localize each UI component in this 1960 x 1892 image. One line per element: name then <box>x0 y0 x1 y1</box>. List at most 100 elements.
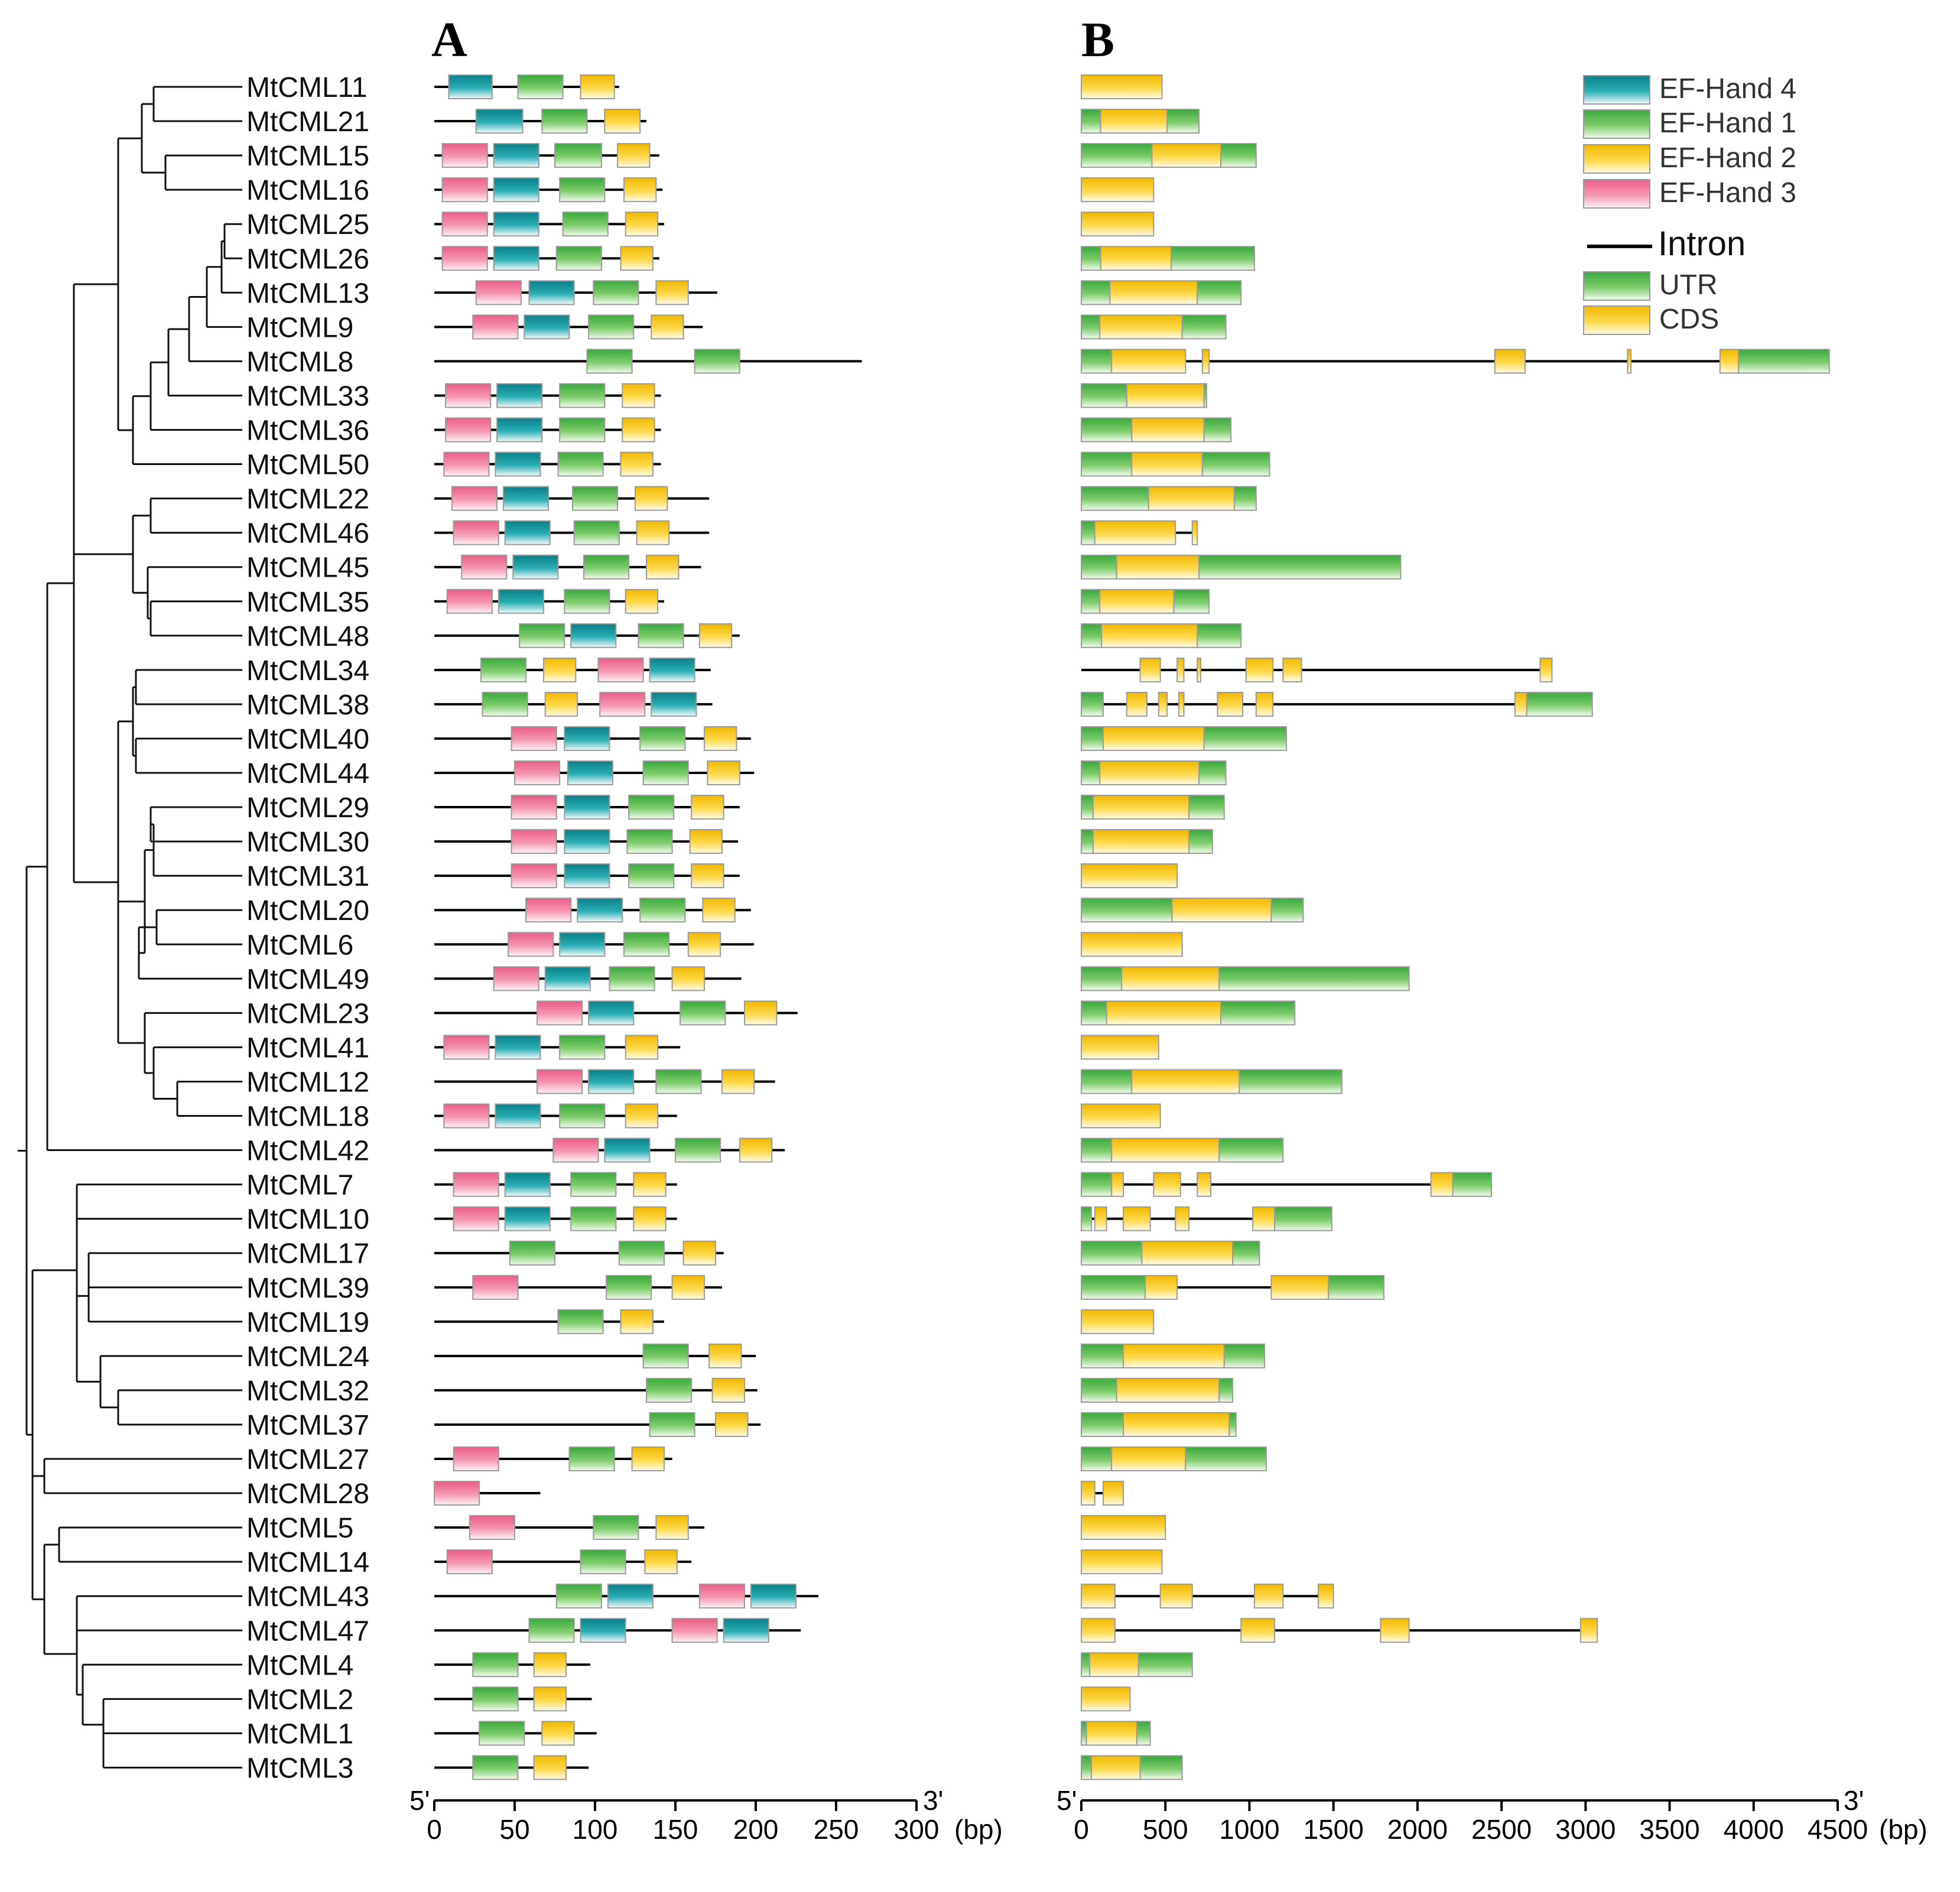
motif-ef2 <box>633 1206 667 1231</box>
motif-ef3 <box>493 966 539 991</box>
motif-ef4 <box>559 932 606 957</box>
legend-cds-label: CDS <box>1659 304 1719 335</box>
motif-ef4 <box>496 417 543 443</box>
legend-utr-label: UTR <box>1659 269 1718 301</box>
gene-segment-cds <box>1081 1549 1163 1575</box>
gene-segment-cds <box>1081 1481 1096 1506</box>
gene-segment-cds <box>1081 932 1183 957</box>
motif-ef1 <box>606 1275 652 1300</box>
motif-ef2 <box>636 520 670 545</box>
motif-ef3 <box>451 486 498 511</box>
motif-ef4 <box>493 177 539 203</box>
motif-ef4 <box>493 212 539 237</box>
gene-segment-utr <box>1328 1275 1384 1300</box>
gene-segment-utr <box>1081 1721 1087 1746</box>
gene-segment-cds <box>1131 451 1203 477</box>
gene-segment-utr <box>1081 1652 1091 1678</box>
gene-label: MtCML29 <box>246 792 369 824</box>
gene-label: MtCML41 <box>246 1032 369 1064</box>
legend-ef4-swatch <box>1583 75 1650 105</box>
motif-ef1 <box>638 623 684 648</box>
motif-ef2 <box>739 1137 773 1163</box>
axis-a: 5' 3' (bp) 0 50 100 150 200 250 300 <box>409 1785 1003 1845</box>
axis-b: 5' 3' (bp) 0 500 1000 1500 2000 2500 3000 3500 4… <box>1057 1785 1928 1845</box>
gene-label: MtCML6 <box>246 929 353 961</box>
motif-ef1 <box>528 1618 575 1643</box>
gene-segment-cds <box>1081 212 1155 237</box>
motif-ef2 <box>682 1240 716 1266</box>
gene-segment-cds <box>1131 417 1205 443</box>
gene-label: MtCML45 <box>246 552 369 584</box>
gene-segment-utr <box>1223 1343 1266 1368</box>
gene-segment-utr <box>1081 451 1133 477</box>
axis-b-tick-label: 2500 <box>1471 1814 1532 1845</box>
phylogenetic-tree <box>18 86 242 1769</box>
axis-a-tick-label: 300 <box>894 1814 940 1845</box>
gene-segment-cds <box>1081 1584 1116 1609</box>
gene-label: MtCML37 <box>246 1410 369 1441</box>
legend-ef1-label: EF-Hand 1 <box>1659 108 1796 139</box>
motif-ef3 <box>475 280 522 305</box>
gene-segment-utr <box>1081 795 1094 820</box>
motif-ef1 <box>642 760 689 785</box>
gene-segment-utr <box>1081 691 1104 717</box>
gene-segment-utr <box>1220 143 1257 168</box>
gene-label: MtCML13 <box>246 278 369 309</box>
gene-segment-utr <box>1274 1206 1332 1231</box>
motif-ef1 <box>472 1686 519 1712</box>
gene-label: MtCML43 <box>246 1581 369 1613</box>
panel-a-label: A <box>431 12 467 67</box>
gene-segment-utr <box>1218 1377 1233 1403</box>
gene-label: MtCML39 <box>246 1273 369 1304</box>
motif-ef2 <box>533 1755 567 1780</box>
motif-ef3 <box>441 177 488 203</box>
motif-ef4 <box>502 486 550 511</box>
motif-ef4 <box>512 554 559 580</box>
gene-segment-utr <box>1081 1000 1107 1026</box>
motif-ef3 <box>514 760 561 785</box>
motif-ef4 <box>504 1206 551 1231</box>
axis-a-5prime: 5' <box>409 1785 430 1816</box>
motif-ef1 <box>557 451 604 477</box>
axis-b-tick-label: 1000 <box>1219 1814 1279 1845</box>
gene-segment-cds <box>1197 1172 1212 1197</box>
motif-ef4 <box>475 109 524 134</box>
legend-ef2-swatch <box>1583 144 1650 174</box>
gene-label: MtCML31 <box>246 861 369 892</box>
gene-segment-cds <box>1092 795 1190 820</box>
motif-ef2 <box>580 74 615 99</box>
motif-ef2 <box>625 1035 659 1060</box>
motif-ef1 <box>639 726 686 751</box>
gene-label: MtCML3 <box>246 1753 353 1784</box>
gene-segment-utr <box>1218 966 1410 991</box>
gene-segment-utr <box>1233 486 1257 511</box>
gene-label: MtCML5 <box>246 1513 353 1544</box>
gene-segment-cds <box>1141 1240 1234 1266</box>
motif-ef4 <box>528 280 575 305</box>
gene-segment-cds <box>1148 486 1235 511</box>
motif-ef3 <box>472 1275 519 1300</box>
gene-segment-cds <box>1106 1000 1222 1026</box>
gene-segment-utr <box>1198 760 1227 785</box>
gene-segment-cds <box>1255 691 1274 717</box>
motif-ef1 <box>554 143 602 168</box>
gene-label: MtCML50 <box>246 450 369 481</box>
gene-segment-cds <box>1081 1515 1166 1540</box>
motif-ef4 <box>495 451 541 477</box>
gene-label: MtCML19 <box>246 1307 369 1338</box>
gene-segment-cds <box>1123 1412 1230 1437</box>
gene-segment-utr <box>1203 383 1207 408</box>
motif-ef1 <box>541 109 588 134</box>
motif-ef3 <box>511 795 557 820</box>
gene-segment-utr <box>1220 1000 1296 1026</box>
motif-ef4 <box>564 863 610 889</box>
motif-ef4 <box>495 1103 541 1129</box>
motif-ef4 <box>570 623 617 648</box>
motif-ef2 <box>687 932 721 957</box>
legend-utr-swatch <box>1583 271 1650 301</box>
motif-ef2 <box>633 1172 667 1197</box>
gene-segment-cds <box>1145 1275 1178 1300</box>
motif-ef1 <box>555 1584 602 1609</box>
motif-ef1 <box>680 1000 726 1026</box>
motif-ef3 <box>446 1549 493 1575</box>
